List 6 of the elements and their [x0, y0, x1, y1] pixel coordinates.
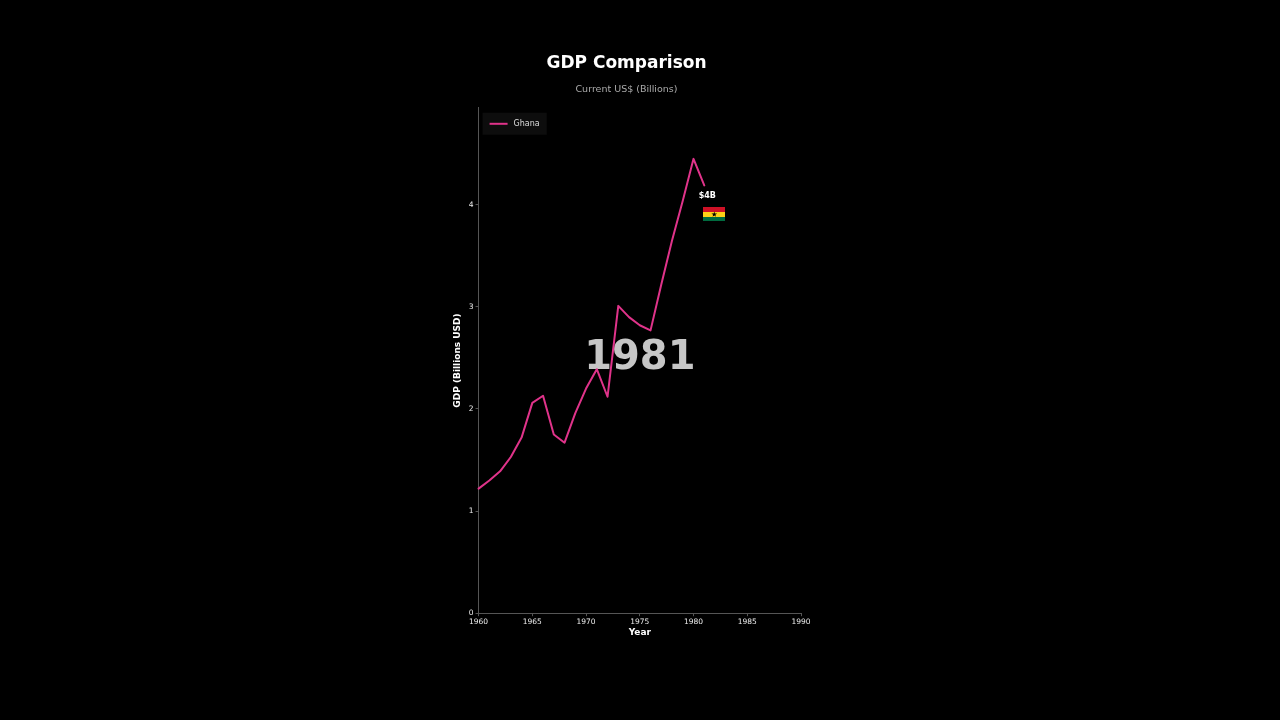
data-label: $4B [698, 191, 716, 201]
chart-subtitle: Current US$ (Billions) [575, 82, 678, 94]
legend-label: Ghana [513, 118, 540, 128]
chart-title: GDP Comparison [546, 51, 707, 72]
y-axis-title: GDP (Billions USD) [451, 313, 462, 408]
x-axis-title: Year [627, 626, 652, 637]
